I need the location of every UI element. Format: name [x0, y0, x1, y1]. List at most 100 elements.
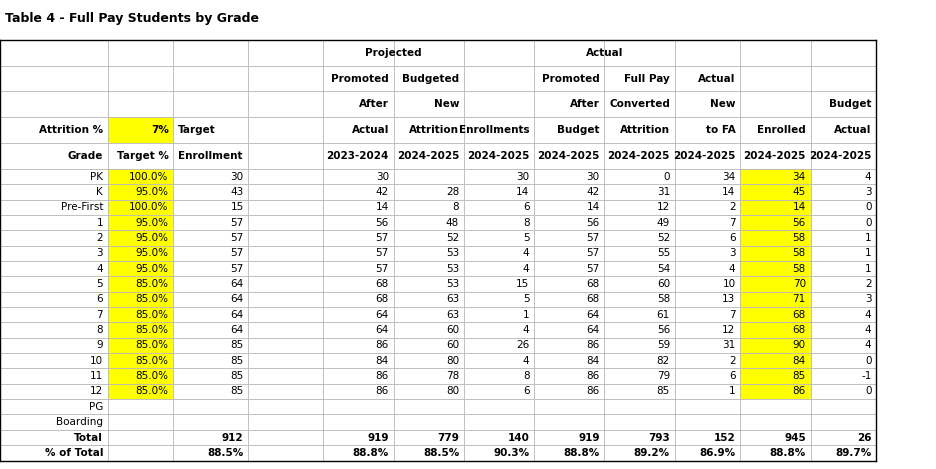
Bar — [739, 369, 810, 384]
Text: 2024-2025: 2024-2025 — [466, 151, 529, 161]
Text: 56: 56 — [375, 218, 388, 227]
Text: 86: 86 — [586, 386, 599, 396]
Text: 7: 7 — [728, 218, 735, 227]
Text: 95.0%: 95.0% — [136, 233, 168, 243]
Text: Attrition: Attrition — [620, 125, 669, 135]
Text: 53: 53 — [446, 279, 459, 289]
Text: 4: 4 — [864, 325, 870, 335]
Text: 11: 11 — [90, 371, 103, 381]
Text: Enrollment: Enrollment — [178, 151, 242, 161]
Bar — [108, 384, 173, 399]
Text: Converted: Converted — [608, 99, 669, 109]
Text: 152: 152 — [713, 432, 735, 443]
Text: 779: 779 — [437, 432, 459, 443]
Text: 26: 26 — [856, 432, 870, 443]
Text: 4: 4 — [96, 264, 103, 273]
Text: 79: 79 — [656, 371, 669, 381]
Text: 68: 68 — [792, 310, 805, 320]
Text: 7%: 7% — [151, 125, 168, 135]
Text: Promoted: Promoted — [330, 74, 388, 83]
Bar — [108, 230, 173, 246]
Text: 45: 45 — [792, 187, 805, 197]
Bar — [739, 169, 810, 184]
Bar — [739, 292, 810, 307]
Text: 85: 85 — [230, 340, 243, 350]
Text: Grade: Grade — [67, 151, 103, 161]
Text: 85.0%: 85.0% — [136, 310, 168, 320]
Text: 26: 26 — [516, 340, 529, 350]
Text: 86: 86 — [586, 340, 599, 350]
Text: 6: 6 — [522, 386, 529, 396]
Bar — [108, 307, 173, 322]
Text: 59: 59 — [656, 340, 669, 350]
Text: 5: 5 — [96, 279, 103, 289]
Text: 14: 14 — [586, 202, 599, 212]
Text: New: New — [709, 99, 735, 109]
Text: Pre-First: Pre-First — [61, 202, 103, 212]
Text: 2024-2025: 2024-2025 — [742, 151, 805, 161]
Text: 61: 61 — [656, 310, 669, 320]
Text: 57: 57 — [230, 218, 243, 227]
Text: 64: 64 — [230, 295, 243, 304]
Bar — [739, 338, 810, 353]
Text: 95.0%: 95.0% — [136, 218, 168, 227]
Bar — [108, 276, 173, 292]
Text: 30: 30 — [586, 172, 599, 182]
Text: Target %: Target % — [117, 151, 168, 161]
Text: 48: 48 — [446, 218, 459, 227]
Text: 86: 86 — [375, 386, 388, 396]
Text: 30: 30 — [516, 172, 529, 182]
Text: 71: 71 — [792, 295, 805, 304]
Text: PK: PK — [90, 172, 103, 182]
Text: 919: 919 — [578, 432, 599, 443]
Text: 100.0%: 100.0% — [129, 172, 168, 182]
Text: 90: 90 — [792, 340, 805, 350]
Bar — [739, 276, 810, 292]
Text: 64: 64 — [586, 310, 599, 320]
Text: 919: 919 — [367, 432, 388, 443]
Text: New: New — [433, 99, 459, 109]
Text: K: K — [96, 187, 103, 197]
Text: 945: 945 — [783, 432, 805, 443]
Text: 64: 64 — [230, 279, 243, 289]
Bar — [739, 384, 810, 399]
Text: 793: 793 — [648, 432, 669, 443]
Text: 85.0%: 85.0% — [136, 295, 168, 304]
Text: Total: Total — [74, 432, 103, 443]
Text: 5: 5 — [522, 233, 529, 243]
Text: 14: 14 — [792, 202, 805, 212]
Text: 34: 34 — [792, 172, 805, 182]
Text: 54: 54 — [656, 264, 669, 273]
Text: 8: 8 — [522, 371, 529, 381]
Text: 2024-2025: 2024-2025 — [808, 151, 870, 161]
Text: 5: 5 — [522, 295, 529, 304]
Text: 85: 85 — [792, 371, 805, 381]
Text: 85.0%: 85.0% — [136, 325, 168, 335]
Bar — [739, 184, 810, 199]
Text: 6: 6 — [522, 202, 529, 212]
Text: 6: 6 — [728, 233, 735, 243]
Text: 2: 2 — [96, 233, 103, 243]
Bar — [108, 292, 173, 307]
Text: 85: 85 — [656, 386, 669, 396]
Text: 63: 63 — [446, 295, 459, 304]
Text: 4: 4 — [522, 248, 529, 258]
Bar — [108, 353, 173, 369]
Text: 64: 64 — [375, 310, 388, 320]
Text: 68: 68 — [586, 279, 599, 289]
Text: 64: 64 — [230, 310, 243, 320]
Bar — [108, 322, 173, 338]
Text: 85: 85 — [230, 386, 243, 396]
Text: 12: 12 — [90, 386, 103, 396]
Text: 1: 1 — [864, 233, 870, 243]
Text: 0: 0 — [663, 172, 669, 182]
Text: 88.5%: 88.5% — [207, 448, 243, 458]
Text: 56: 56 — [656, 325, 669, 335]
Text: 85.0%: 85.0% — [136, 386, 168, 396]
Text: 95.0%: 95.0% — [136, 187, 168, 197]
Text: 86.9%: 86.9% — [698, 448, 735, 458]
Text: 57: 57 — [586, 248, 599, 258]
Text: 31: 31 — [722, 340, 735, 350]
Text: % of Total: % of Total — [45, 448, 103, 458]
Text: 9: 9 — [96, 340, 103, 350]
